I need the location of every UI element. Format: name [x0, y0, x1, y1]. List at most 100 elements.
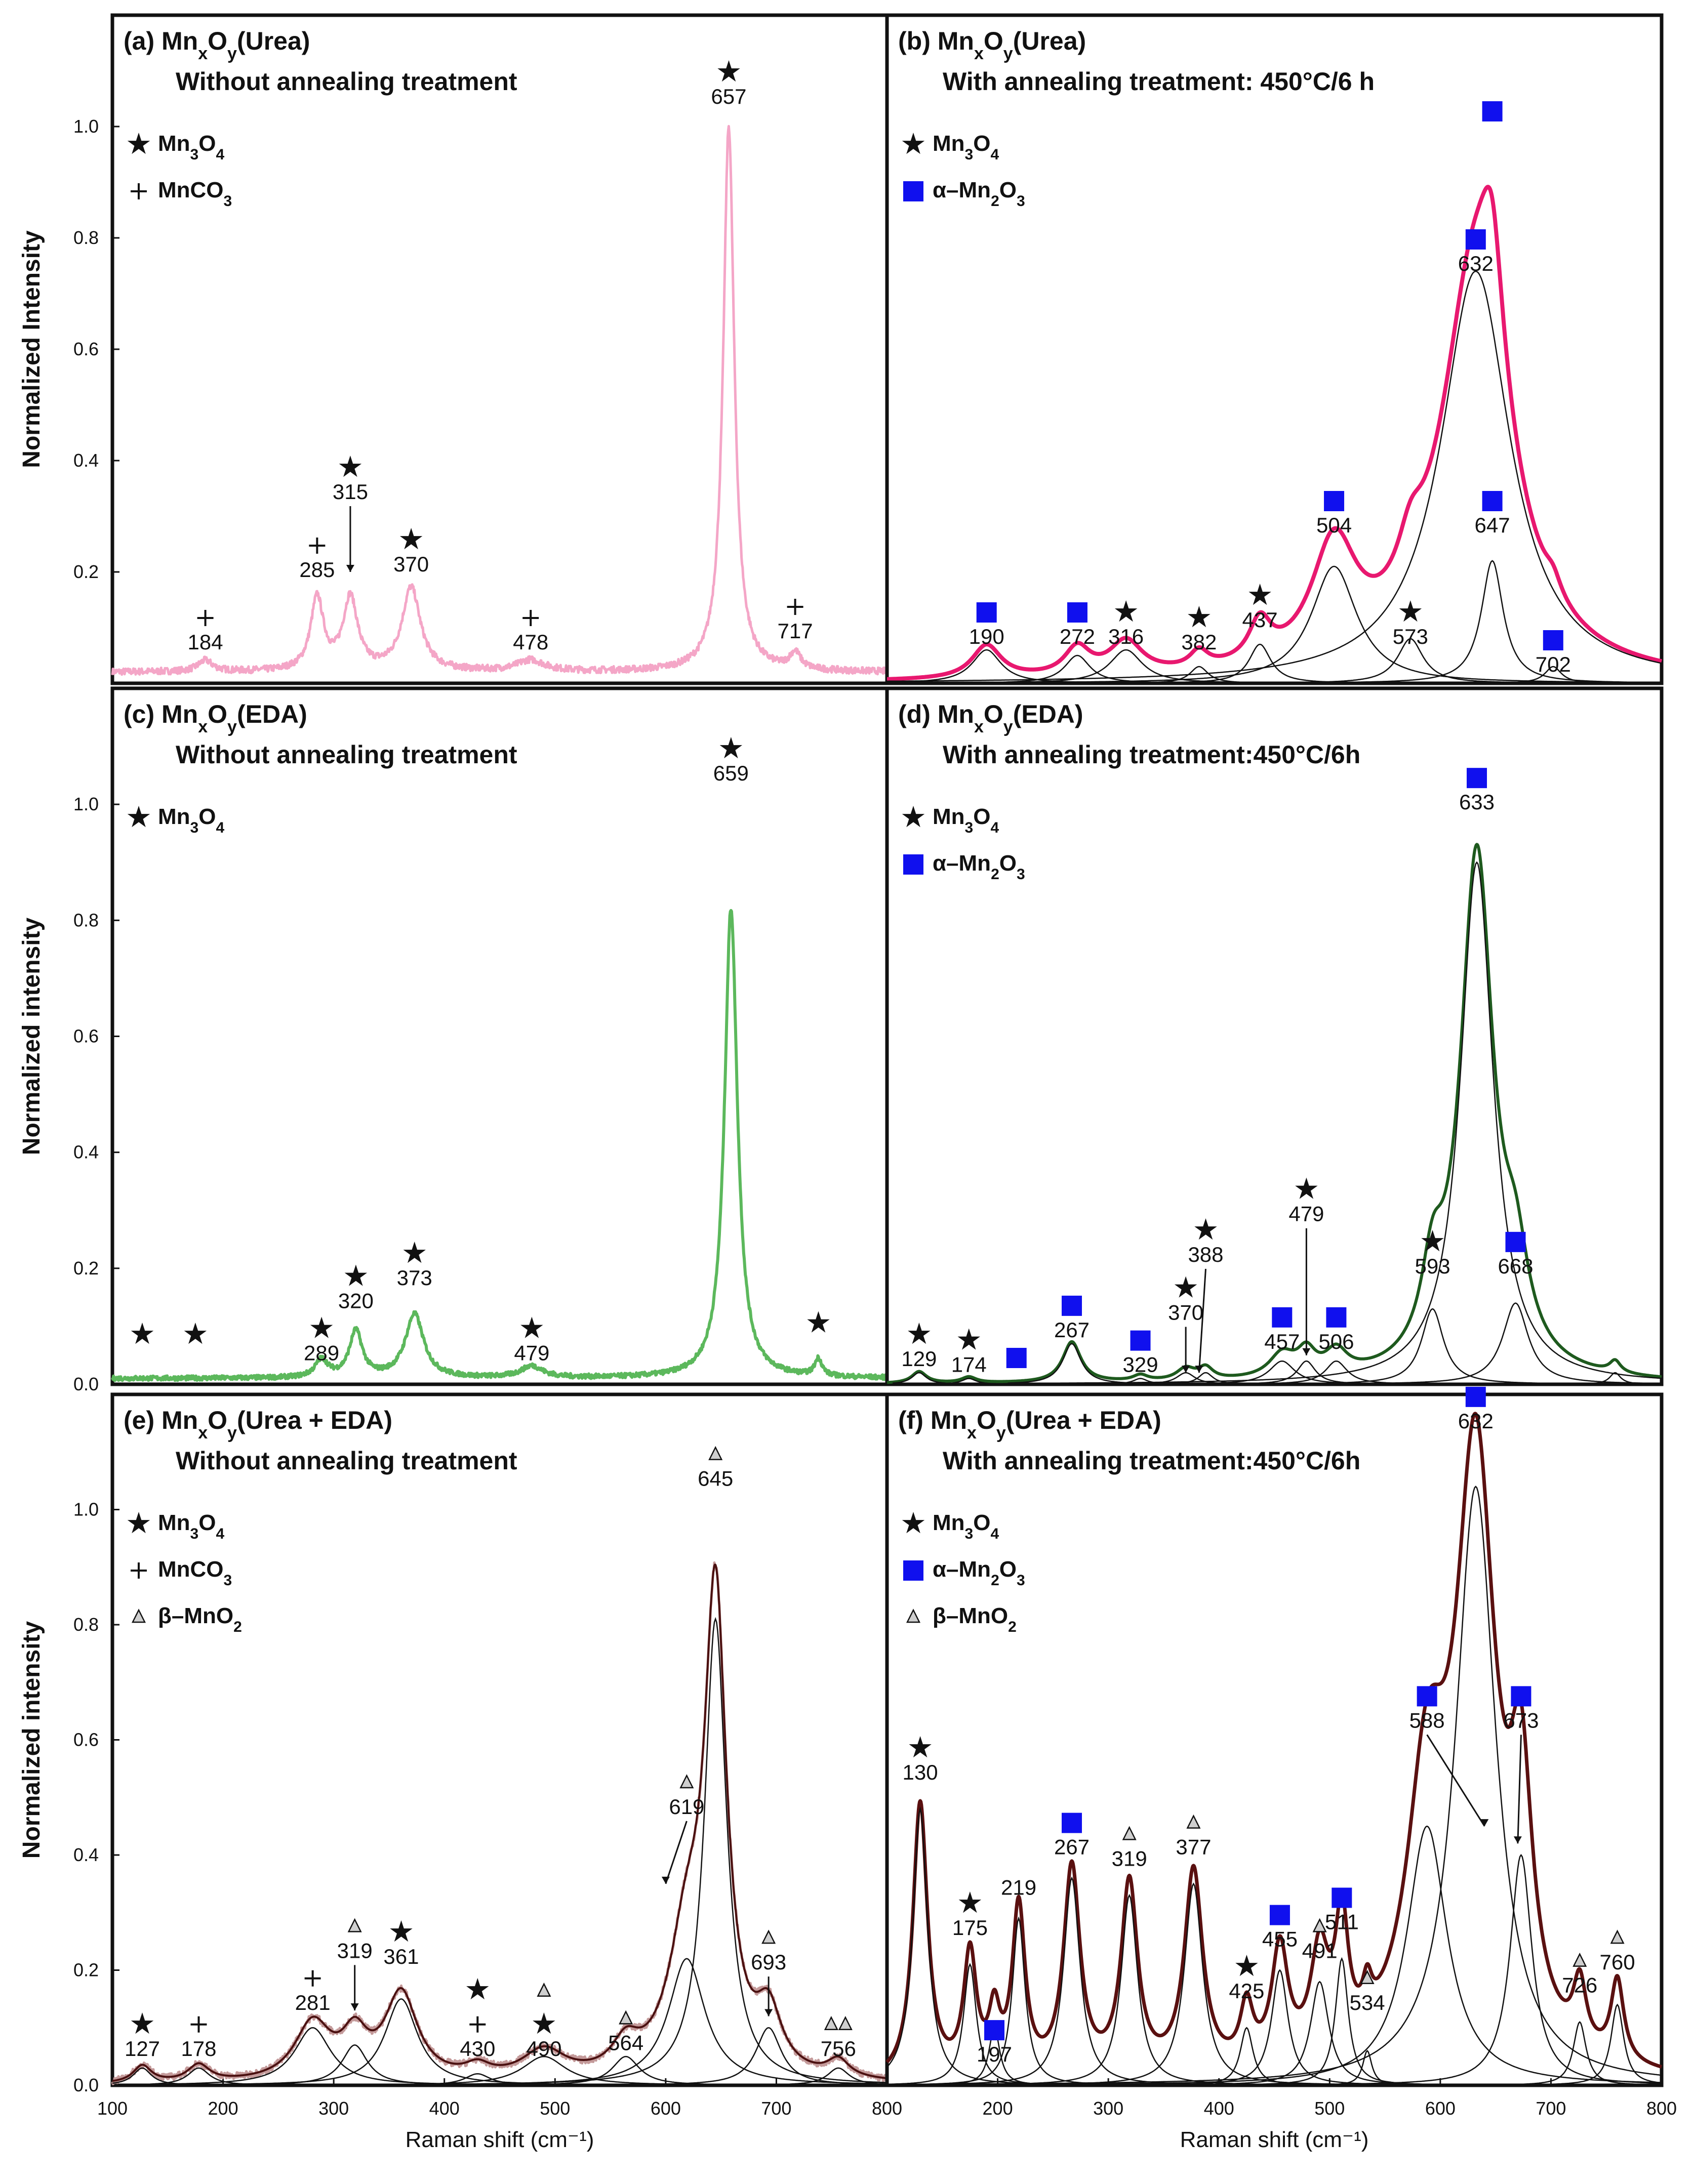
peak-label: 645: [698, 1467, 733, 1491]
peak-annotation: ★: [182, 1317, 209, 1350]
peak-label: 319: [337, 1939, 373, 1962]
triangle-marker: [619, 2010, 633, 2025]
y-tick-label: 0.2: [73, 561, 99, 582]
peak-annotation: 455: [1262, 1905, 1298, 1951]
triangle-marker: [1186, 1814, 1201, 1829]
square-marker: [1332, 1887, 1352, 1908]
panel-frame: [885, 1392, 1664, 2087]
star-marker: ★: [1420, 1225, 1446, 1258]
triangle-marker: [1573, 1952, 1587, 1967]
arrow-head: [346, 565, 354, 572]
peak-label: 479: [1288, 1202, 1324, 1226]
y-tick-label: 1.0: [73, 794, 99, 814]
peak-annotation: 657★: [711, 55, 746, 108]
peak-label: 370: [393, 552, 429, 576]
peak-annotation: 316★: [1108, 595, 1144, 648]
peak-annotation: 564: [608, 2010, 643, 2054]
peak-annotation: 430 ★: [460, 1973, 495, 2061]
panel-title: (e) MnxOy(Urea + EDA): [124, 1406, 392, 1443]
star-marker: ★: [1247, 579, 1273, 611]
x-tick-label: 600: [1425, 2098, 1456, 2119]
peak-label: 361: [383, 1945, 419, 1968]
legend-entry: Mn3O4: [933, 1510, 999, 1542]
peak-annotation: 219: [1001, 1875, 1036, 1899]
peak-annotation: 272: [1060, 602, 1095, 648]
panel-title: (c) MnxOy(EDA): [124, 700, 307, 736]
star-marker: ★: [900, 128, 926, 160]
peak-annotation: 717: [778, 599, 813, 643]
peak-label: 127: [125, 2037, 160, 2061]
peak-label: 702: [1536, 652, 1571, 676]
peak-label: 377: [1176, 1835, 1211, 1859]
peak-annotation: 702: [1536, 630, 1571, 676]
plus-marker: [131, 1562, 147, 1579]
component-peak: [1158, 666, 1240, 683]
star-marker: ★: [1113, 595, 1139, 628]
arrow-head: [1195, 1366, 1203, 1373]
x-tick-label: 400: [429, 2098, 460, 2119]
y-tick-label: 0.6: [73, 1729, 99, 1750]
star-marker: ★: [718, 732, 744, 765]
fit-spectrum-line: [885, 185, 1663, 681]
peak-annotation: 645: [698, 1446, 733, 1491]
peak-annotation: 479★: [514, 1312, 549, 1365]
x-tick-label: 200: [983, 2098, 1013, 2119]
component-peak: [951, 1378, 987, 1384]
square-marker: [1269, 1905, 1290, 1925]
peak-label: 370: [1168, 1301, 1203, 1325]
component-peak: [1007, 1343, 1136, 1384]
peak-annotation: 127★: [125, 2007, 160, 2061]
star-marker: ★: [531, 2007, 557, 2040]
peak-label: 267: [1054, 1318, 1090, 1342]
peak-label: 430: [460, 2037, 495, 2061]
treatment-label: Without annealing treatment: [176, 67, 517, 96]
y-tick-label: 0.0: [73, 1374, 99, 1394]
panel-e: 0.0 0.2 0.4 0.6 0.8 1.0 100 200 300 400 500 600 700 8…: [18, 1392, 902, 2152]
y-tick-label: 0.2: [73, 1960, 99, 1981]
square-marker: [1130, 1330, 1151, 1351]
peak-label: 632: [1458, 252, 1494, 275]
peak-label: 316: [1108, 625, 1144, 648]
square-marker: [1543, 630, 1563, 650]
triangle-marker: [906, 1609, 921, 1623]
fit-spectrum-line: [112, 1563, 888, 2082]
peak-annotation: 129★: [901, 1317, 937, 1371]
peak-annotation: 457: [1264, 1307, 1300, 1353]
peak-label: 388: [1188, 1243, 1223, 1266]
star-marker: ★: [343, 1260, 369, 1293]
component-peak: [449, 1617, 888, 2085]
arrow-head: [1480, 1819, 1489, 1827]
y-tick-label: 0.4: [73, 450, 99, 471]
component-peak: [545, 2055, 707, 2085]
treatment-label: With annealing treatment:450°C/6h: [943, 1447, 1360, 1475]
fit-spectrum-line: [885, 1412, 1663, 2069]
y-tick-label: 0.2: [73, 1258, 99, 1279]
x-tick-label: 700: [761, 2098, 791, 2119]
plus-marker: [522, 610, 539, 626]
y-tick-label: 0.8: [73, 910, 99, 930]
component-peak: [1314, 638, 1507, 683]
peak-label: 425: [1229, 1979, 1264, 2003]
square-marker: [903, 1560, 923, 1581]
panel-b: (b) MnxOy(Urea) With annealing treatment:…: [885, 13, 1664, 685]
triangle-marker: [838, 2015, 853, 2030]
peak-annotation: ★: [129, 1317, 155, 1350]
peak-label: 190: [969, 625, 1004, 648]
triangle-marker: [1610, 1929, 1625, 1944]
component-peak: [1259, 1360, 1354, 1384]
y-tick-label: 0.8: [73, 227, 99, 248]
x-tick-label: 800: [1646, 2098, 1677, 2119]
legend-entry: β–MnO2: [158, 1603, 242, 1635]
peak-label: 175: [952, 1916, 988, 1940]
peak-annotation: 289★: [304, 1312, 339, 1365]
legend-entry: Mn3O4: [158, 804, 224, 836]
y-tick-label: 0.6: [73, 339, 99, 359]
peak-label: 659: [713, 761, 749, 785]
peak-annotation: 319: [337, 1918, 373, 2011]
component-peak: [1183, 643, 1337, 683]
treatment-label: With annealing treatment: 450°C/6 h: [943, 67, 1375, 96]
legend-entry: β–MnO2: [933, 1603, 1017, 1635]
component-peak: [1523, 2021, 1636, 2085]
peak-label: 588: [1409, 1708, 1445, 1732]
peak-label: 329: [1122, 1353, 1158, 1377]
